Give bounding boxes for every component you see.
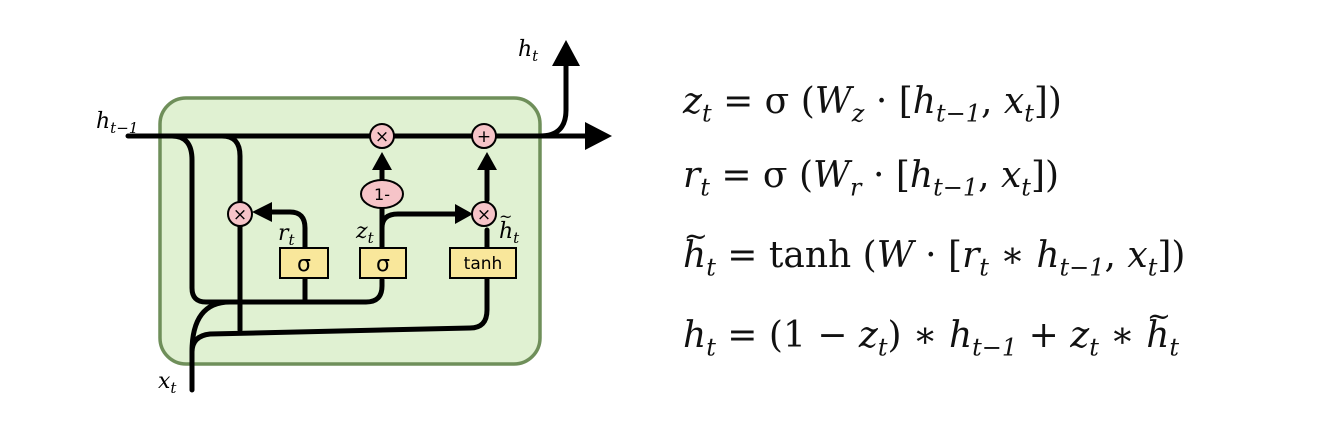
h-prev-label: ht−1 <box>96 109 138 137</box>
htilde-label: ht <box>499 219 520 247</box>
arrowheads <box>252 40 612 224</box>
x-to-gates <box>189 299 233 355</box>
r-label: rt <box>278 221 296 249</box>
htilde-tilde: ~ <box>499 207 512 226</box>
reset-sigma-label: σ <box>297 252 311 277</box>
tanh-label: tanh <box>464 254 503 274</box>
z-to-htilde-mult <box>379 211 458 231</box>
x-in-label: xt <box>158 369 177 397</box>
htilde-mult-symbol: × <box>477 205 491 225</box>
z-label: zt <box>355 219 375 247</box>
tanh-gate <box>449 247 517 279</box>
equation-update-gate: zt = σ (Wz · [ht−1, xt]) <box>683 81 1062 128</box>
reset-mult-symbol: × <box>233 205 247 225</box>
gru-cell-diagram: × + × × 1- σ σ tanh ht−1 ht xt rt zt ht … <box>96 37 612 397</box>
htilde-mult-node <box>471 201 497 227</box>
update-sigma-label: σ <box>376 252 390 277</box>
add-node <box>471 123 497 149</box>
hidden-state-arrowhead <box>585 122 612 150</box>
add-symbol: + <box>477 127 491 147</box>
plus-arrowhead <box>477 152 497 170</box>
output-arrowhead <box>552 40 580 66</box>
equation-reset-gate: rt = σ (Wr · [ht−1, xt]) <box>683 155 1060 202</box>
output-branch-line <box>537 59 569 139</box>
one-minus-arrowhead <box>372 152 392 170</box>
h-out-label: ht <box>518 37 539 65</box>
equation-hidden-state: ht = (1 − zt) ∗ ht−1 + zt ∗ ht <box>683 318 1179 360</box>
z-mult-arrowhead <box>455 204 473 224</box>
gru-cell-box <box>158 96 542 366</box>
r-gate-up <box>265 209 308 251</box>
equation-candidate: ht = tanh (W · [rt ∗ ht−1, xt]) <box>683 238 1185 280</box>
reset-mult-node <box>227 201 253 227</box>
h-prev-branch-a <box>169 133 385 305</box>
update-mult-node <box>369 123 395 149</box>
reset-sigma-gate <box>279 247 329 279</box>
one-minus-label: 1- <box>374 185 390 204</box>
h-prev-branch-b <box>219 133 243 333</box>
update-sigma-gate <box>359 247 407 279</box>
r-arrowhead <box>252 202 272 222</box>
update-mult-symbol: × <box>375 127 389 147</box>
one-minus-node <box>360 179 404 209</box>
op-nodes <box>227 123 497 227</box>
